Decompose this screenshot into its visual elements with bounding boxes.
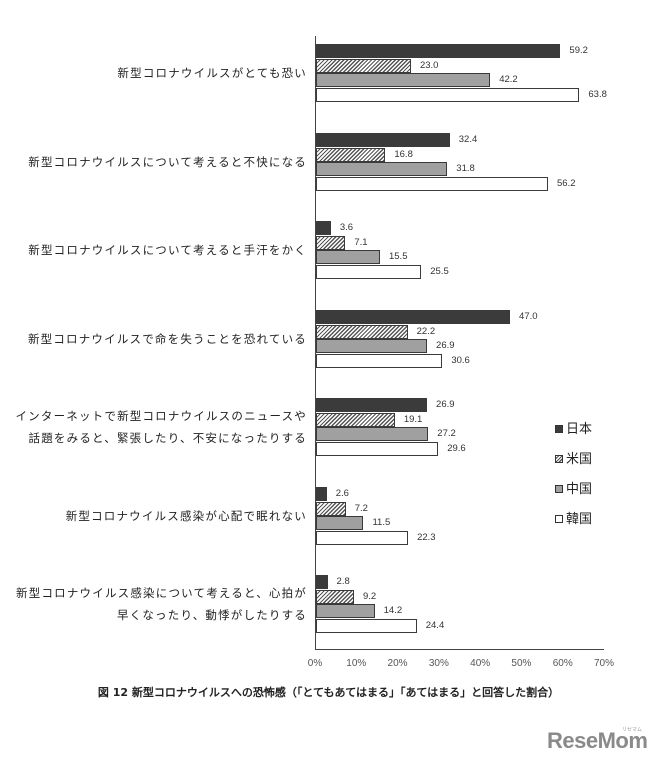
legend-swatch-icon	[555, 514, 563, 523]
legend-label: 中国	[566, 482, 593, 497]
category-label-line: 早くなったり、動悸がしたりする	[116, 608, 307, 623]
value-label: 42.2	[499, 74, 518, 86]
value-label: 63.8	[588, 89, 607, 101]
x-tick-label: 60%	[552, 658, 573, 669]
value-label: 14.2	[383, 605, 403, 617]
category-label: 新型コロナウイルスについて考えると不快になる	[28, 151, 307, 173]
bar-us	[316, 235, 346, 250]
bar-kr	[316, 354, 443, 369]
value-label: 56.2	[557, 178, 576, 190]
bar-cn	[316, 162, 448, 177]
category-label-line: 新型コロナウイルス感染について考えると、心拍が	[16, 586, 307, 601]
value-label: 31.8	[456, 163, 475, 175]
legend-label: 米国	[566, 452, 593, 467]
legend-item-us: 米国	[555, 448, 592, 467]
bar-jp	[316, 221, 331, 235]
bar-kr	[316, 531, 409, 546]
bar-us	[316, 501, 346, 516]
bar-us	[316, 412, 395, 427]
category-label: 新型コロナウイルス感染が心配で眠れない	[66, 505, 307, 527]
x-tick-label: 70%	[593, 658, 615, 669]
value-label: 22.2	[416, 325, 436, 337]
category-label: 新型コロナウイルス感染について考えると、心拍が早くなったり、動悸がしたりする	[16, 582, 307, 626]
x-tick-label: 30%	[428, 658, 449, 669]
x-tick-label: 40%	[470, 658, 491, 669]
value-label: 30.6	[451, 355, 470, 367]
value-label: 59.2	[569, 45, 588, 56]
value-label: 22.3	[417, 532, 436, 544]
category-label-line: 新型コロナウイルスについて考えると不快になる	[28, 155, 307, 170]
bar-jp	[316, 310, 511, 324]
category-label-line: 新型コロナウイルスがとても恐い	[117, 66, 307, 81]
category-label: 新型コロナウイルスがとても恐い	[117, 62, 307, 84]
x-tick-label: 10%	[346, 658, 367, 669]
value-label: 23.0	[419, 59, 439, 71]
category-label-line: 新型コロナウイルスについて考えると手汗をかく	[28, 243, 307, 258]
value-label: 27.2	[437, 428, 456, 440]
value-label: 26.9	[436, 399, 455, 410]
bar-kr	[316, 265, 422, 280]
category-label-line: インターネットで新型コロナウイルスのニュースや	[15, 409, 307, 424]
value-label: 25.5	[430, 266, 449, 278]
value-label: 32.4	[458, 134, 478, 145]
resemom-logo-sub: リセマム	[622, 727, 643, 733]
value-label: 2.8	[336, 576, 350, 587]
legend-swatch-icon	[555, 454, 563, 463]
value-label: 3.6	[339, 222, 354, 233]
value-label: 7.1	[354, 236, 368, 248]
bar-cn	[316, 339, 428, 354]
resemom-logo: ReseMom	[547, 728, 648, 753]
bar-jp	[316, 133, 450, 147]
value-label: 15.5	[388, 251, 408, 263]
value-label: 7.2	[354, 502, 368, 514]
bar-us	[316, 324, 408, 339]
bar-cn	[316, 427, 429, 442]
bar-us	[316, 58, 411, 73]
bar-us	[316, 589, 354, 604]
value-label: 26.9	[436, 340, 455, 352]
value-label: 29.6	[447, 443, 466, 455]
bar-cn	[316, 604, 375, 619]
value-label: 19.1	[403, 413, 423, 425]
bar-jp	[316, 398, 428, 412]
x-tick-label: 50%	[511, 658, 532, 669]
category-label: 新型コロナウイルスについて考えると手汗をかく	[28, 239, 307, 261]
bar-us	[316, 147, 386, 162]
value-label: 16.8	[394, 148, 413, 160]
x-tick-label: 0%	[307, 658, 323, 669]
bar-cn	[316, 73, 491, 88]
bar-kr	[316, 442, 439, 457]
category-label: インターネットで新型コロナウイルスのニュースや話題をみると、緊張したり、不安にな…	[15, 405, 307, 449]
legend-swatch-icon	[555, 424, 563, 433]
chart-caption: 図 12 新型コロナウイルスへの恐怖感（「とてもあてはまる」「あてはまる」と回答…	[97, 686, 560, 699]
value-label: 11.5	[372, 517, 391, 529]
legend-item-jp: 日本	[555, 418, 592, 437]
value-label: 47.0	[519, 311, 538, 322]
bar-kr	[316, 177, 549, 192]
category-label-line: 新型コロナウイルスで命を失うことを恐れている	[27, 332, 307, 347]
category-label-line: 新型コロナウイルス感染が心配で眠れない	[65, 509, 307, 524]
bar-jp	[316, 487, 327, 501]
value-label: 2.6	[335, 488, 349, 499]
category-label: 新型コロナウイルスで命を失うことを恐れている	[28, 328, 307, 350]
bar-kr	[316, 619, 417, 634]
bar-cn	[316, 516, 364, 531]
category-label-line: 話題をみると、緊張したり、不安になったりする	[28, 431, 307, 446]
value-label: 9.2	[362, 590, 377, 602]
y-axis-line	[315, 36, 316, 650]
bar-jp	[316, 44, 561, 58]
value-label: 24.4	[425, 620, 445, 632]
legend-label: 日本	[566, 422, 593, 437]
bar-jp	[316, 575, 328, 589]
x-axis-line	[315, 649, 604, 650]
bar-cn	[316, 250, 380, 265]
legend-item-cn: 中国	[555, 478, 592, 497]
x-tick-label: 20%	[387, 658, 408, 669]
legend-swatch-icon	[555, 484, 563, 493]
legend-item-kr: 韓国	[555, 508, 592, 527]
legend-label: 韓国	[566, 512, 593, 527]
bar-kr	[316, 88, 580, 103]
